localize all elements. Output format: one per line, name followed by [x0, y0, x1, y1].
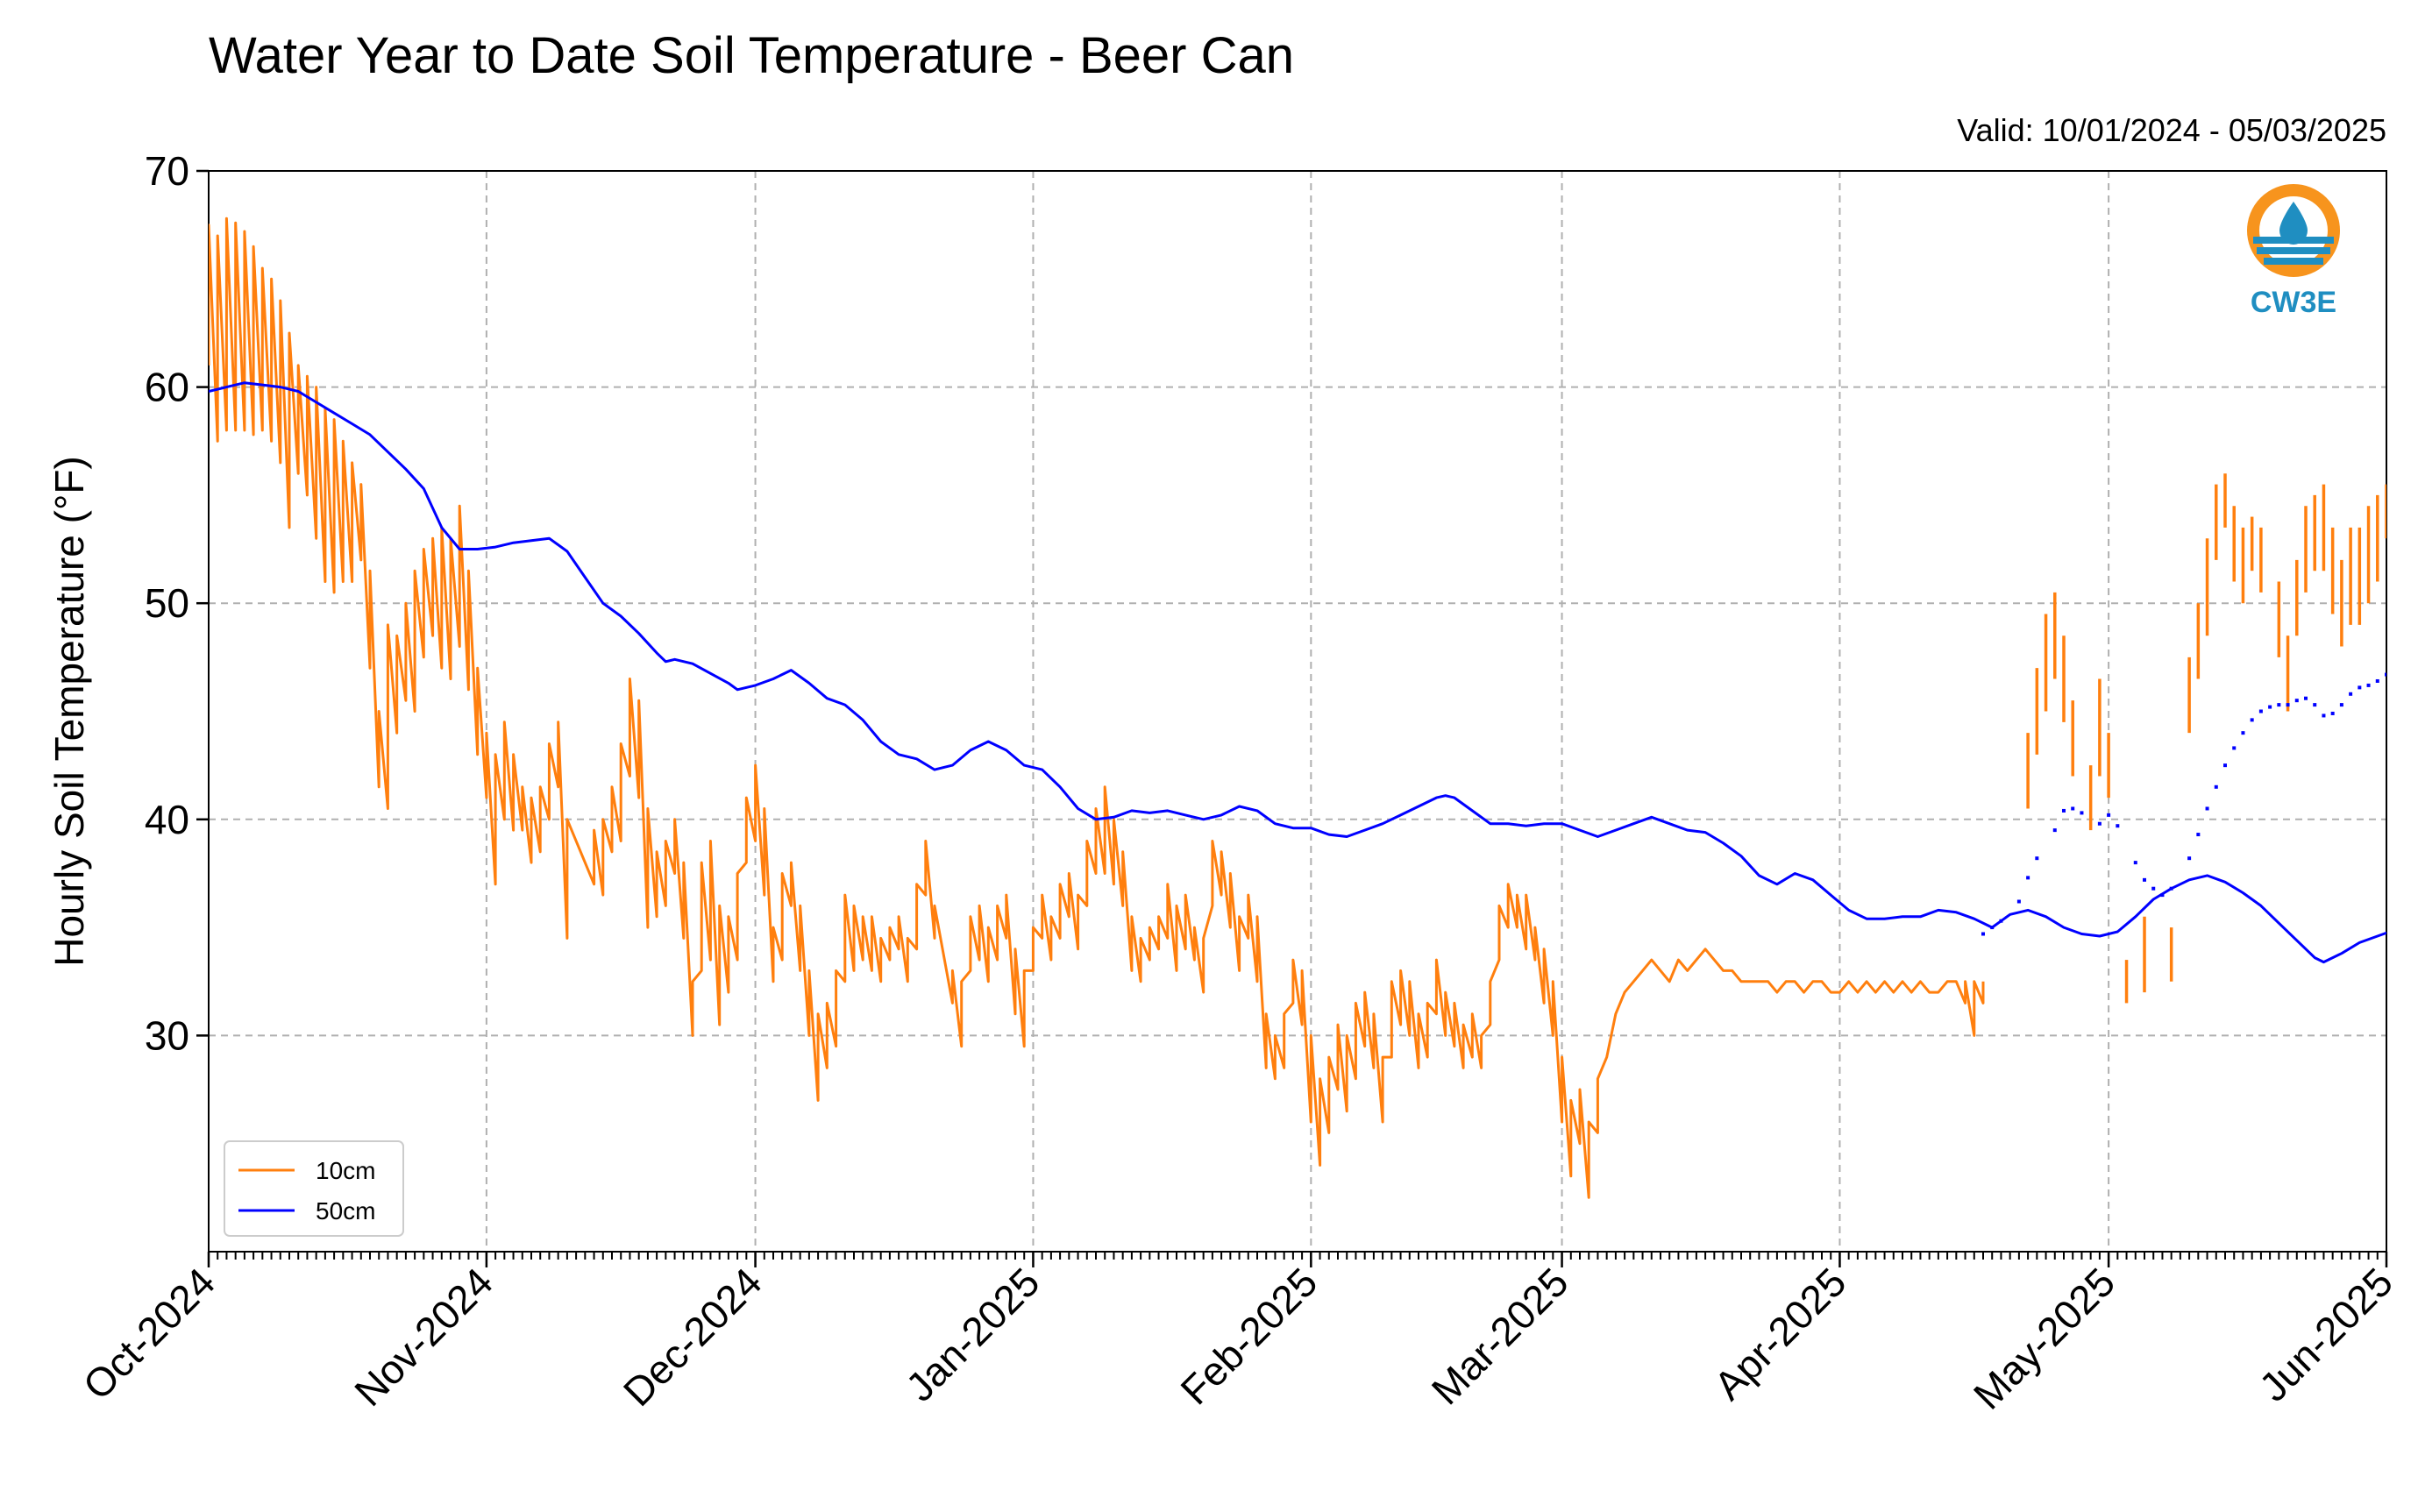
series-50cm-point: [2268, 705, 2272, 709]
series-50cm-point: [1999, 919, 2003, 923]
series-50cm-point: [2322, 713, 2326, 718]
series-50cm-point: [2366, 683, 2371, 687]
x-tick-label: Feb-2025: [1171, 1259, 1326, 1413]
series-50cm-point: [2313, 703, 2317, 707]
x-tick-label: Jan-2025: [897, 1259, 1048, 1409]
logo-text: CW3E: [2251, 286, 2336, 319]
series-50cm-point: [2151, 886, 2156, 891]
series-50cm-line: [209, 381, 2386, 964]
legend-label-10cm: 10cm: [316, 1157, 375, 1184]
series-50cm-point: [2294, 699, 2299, 703]
series-10cm-line: [209, 217, 1985, 1199]
legend-label-50cm: 50cm: [316, 1197, 375, 1225]
y-tick-label: 70: [145, 148, 189, 194]
water-drop-icon: [2279, 202, 2308, 245]
y-axis-label: Hourly Soil Temperature (°F): [46, 456, 92, 967]
series-50cm-point: [2402, 703, 2406, 706]
series-50cm-point: [2016, 899, 2021, 904]
series-50cm-point: [2358, 685, 2362, 690]
series-50cm-point: [2187, 856, 2192, 861]
series-50cm-point: [2214, 784, 2218, 789]
series-50cm-point: [2160, 893, 2165, 898]
series-50cm-point: [2250, 718, 2254, 722]
series-50cm-point: [2258, 709, 2263, 713]
series-50cm-point: [2223, 763, 2227, 768]
x-tick-label: Nov-2024: [345, 1259, 501, 1415]
logo-ring-icon: [2247, 184, 2340, 277]
series-50cm-point: [2232, 746, 2237, 750]
series-50cm-point: [2133, 861, 2137, 865]
series-50cm-point: [1981, 932, 1985, 936]
y-tick-label: 40: [145, 797, 189, 842]
cw3e-logo: CW3E: [2241, 182, 2346, 323]
legend: 10cm 50cm: [224, 1140, 404, 1237]
series-50cm-point: [2304, 696, 2308, 700]
x-tick-label: Oct-2024: [75, 1259, 224, 1409]
series-50cm-point: [2062, 808, 2066, 813]
legend-box: [224, 1140, 404, 1237]
series-layer: [209, 217, 2406, 1199]
valid-range: Valid: 10/01/2024 - 05/03/2025: [1957, 112, 2386, 148]
series-50cm-point: [2143, 877, 2146, 882]
series-50cm-point: [2241, 731, 2245, 735]
chart-title: Water Year to Date Soil Temperature - Be…: [209, 27, 1294, 84]
series-50cm-point: [2205, 806, 2209, 811]
series-50cm-point: [2385, 672, 2386, 677]
x-tick-label: May-2025: [1965, 1259, 2123, 1417]
series-50cm-point: [2026, 876, 2030, 880]
series-50cm-point: [2035, 856, 2039, 861]
y-tick-label: 50: [145, 580, 189, 626]
series-50cm-point: [2116, 824, 2120, 828]
series-50cm-point: [2097, 821, 2102, 826]
plot-frame: [208, 170, 2387, 1253]
series-50cm-point: [2277, 703, 2281, 707]
series-50cm-point: [1990, 926, 1995, 930]
x-tick-label: Apr-2025: [1705, 1259, 1855, 1409]
y-tick-label: 60: [145, 365, 189, 410]
series-50cm-point: [2349, 692, 2353, 696]
series-50cm-point: [2080, 811, 2084, 815]
y-tick-label: 30: [145, 1012, 189, 1058]
series-50cm-point: [2339, 703, 2343, 707]
series-50cm-point: [2393, 671, 2397, 674]
series-50cm-point: [2286, 703, 2290, 707]
series-50cm-point: [2330, 711, 2335, 715]
series-50cm-point: [2169, 886, 2173, 891]
series-50cm-point: [2071, 806, 2075, 811]
x-tick-label: Mar-2025: [1423, 1259, 1577, 1413]
series-50cm-point: [2375, 678, 2379, 683]
x-tick-label: Dec-2024: [615, 1259, 771, 1415]
x-tick-label: Jun-2025: [2251, 1259, 2401, 1409]
series-50cm-point: [2196, 833, 2201, 837]
series-50cm-point: [2107, 813, 2111, 817]
series-50cm-point: [2052, 828, 2057, 833]
